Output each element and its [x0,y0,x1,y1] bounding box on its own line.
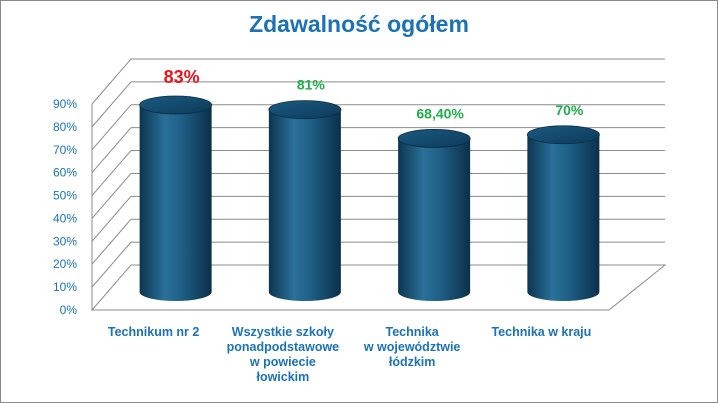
bar-top [526,125,600,145]
chart-title: Zdawalność ogółem [249,11,469,37]
gridline-diagonal [91,58,132,105]
y-tick-label: 70% [53,143,77,157]
y-tick-label: 0% [60,303,78,317]
y-tick-label: 50% [53,189,77,203]
gridline-diagonal [91,173,132,219]
bar-top [397,129,471,148]
bar [526,125,600,301]
data-label: 81% [297,77,326,93]
y-axis: 0% 10% 20% 30% 40% 50% 60% 70% 80% 90% [53,97,93,317]
gridline-diagonal [91,196,132,242]
category-label: Technika w województwie łódzkim [347,325,477,370]
category-label-line: Technika [385,325,439,339]
data-label: 68,40% [416,105,464,121]
category-label: Technika w kraju [476,325,606,340]
category-label-line: ponadpodstawowe [226,340,340,354]
data-labels: 83% 81% 68,40% 70% [164,67,584,121]
bar-body [398,138,471,301]
bar-body [268,109,341,301]
bars [139,95,600,302]
y-tick-label: 40% [53,211,77,225]
floor [90,264,667,311]
gridline-diagonal [91,218,132,265]
gridline-diagonal [91,127,132,173]
y-tick-label: 80% [53,120,77,134]
data-label: 83% [164,67,200,87]
gridline-diagonal [91,150,132,196]
category-label: Technikum nr 2 [89,325,219,340]
y-tick-label: 30% [53,234,77,248]
bar-body [527,134,600,301]
gridline-diagonal [91,104,132,151]
category-label: Wszystkie szkoły ponadpodstawowe w powieci… [218,325,348,385]
y-tick-label: 20% [53,257,77,271]
category-label-line: Wszystkie szkoły [231,325,334,339]
category-label-line: łódzkim [388,355,436,369]
bar-top [268,100,342,119]
category-label-line: łowickim [256,370,310,384]
gridline-diagonal [91,241,132,288]
category-label-line: Technikum nr 2 [107,325,200,339]
bar [268,100,342,301]
y-tick-label: 60% [53,166,77,180]
gridline-diagonal [91,81,132,128]
data-label: 70% [555,102,584,118]
category-label-line: w województwie [363,340,461,354]
y-tick-label: 10% [53,280,77,294]
bar [139,95,213,302]
bar [397,129,471,301]
bar-top [139,95,213,115]
bar-body [139,105,212,302]
y-tick-label: 90% [53,97,77,111]
category-label-line: w powiecie [249,355,316,369]
category-label-line: Technika w kraju [491,325,592,339]
